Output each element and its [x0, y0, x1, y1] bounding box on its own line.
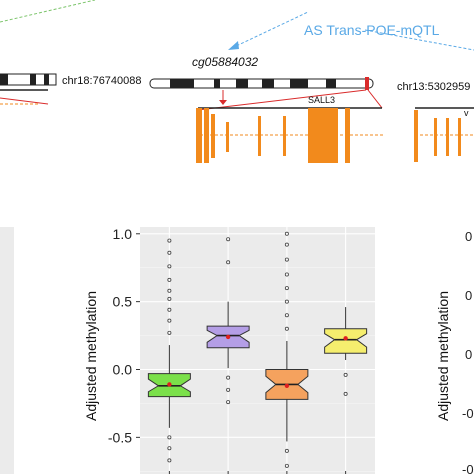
center-chromosome-band — [236, 79, 248, 88]
center-chromosome-band — [262, 79, 274, 88]
outlier-point — [343, 391, 348, 396]
left-chromosome-band — [44, 74, 49, 85]
center-chromosome-marker — [365, 77, 369, 90]
right-gene-exon — [446, 118, 449, 156]
right-tick-label: -0 — [462, 462, 474, 474]
gene-exon — [226, 122, 229, 152]
right-gene-exon — [458, 118, 461, 156]
right-tick-label: 0 — [465, 229, 472, 244]
right-gene-exon — [434, 118, 437, 156]
outlier-point — [284, 463, 289, 468]
right-gene-fragment: v — [464, 108, 469, 118]
outlier-point — [167, 330, 172, 335]
mean-point — [225, 334, 231, 340]
outlier-point — [167, 238, 172, 243]
guide-line-blue-2 — [364, 29, 474, 51]
box-series-2 — [206, 237, 250, 405]
mean-point — [343, 336, 348, 341]
y-tick-label: -0.5 — [108, 429, 132, 445]
box — [324, 328, 368, 354]
series-layer — [147, 231, 368, 468]
left-locus-label: chr18:76740088 — [62, 75, 142, 87]
box-series-1 — [147, 238, 191, 463]
gene-exon — [283, 116, 286, 156]
right-locus-label: chr13:5302959 — [397, 81, 470, 93]
y-tick-label: 1.0 — [113, 226, 133, 242]
right-tick-label: 0 — [465, 347, 472, 362]
left-zoom-line — [0, 97, 49, 105]
outlier-point — [226, 260, 231, 265]
outlier-point — [284, 272, 289, 277]
gene-exon — [308, 108, 338, 163]
gene-exon — [258, 116, 261, 156]
guide-line-green — [0, 0, 96, 23]
zoom-line-left — [197, 89, 367, 111]
outlier-point — [167, 318, 172, 323]
gene-exon — [196, 108, 202, 163]
y-axis-label: Adjusted methylation — [83, 291, 99, 421]
gene-exon — [204, 108, 209, 163]
right-tick-label: -0 — [462, 406, 474, 421]
left-chromosome-band — [0, 74, 8, 85]
y-tick-label: 0.0 — [113, 362, 133, 378]
gene-label: SALL3 — [308, 95, 335, 105]
left-chromosome-band — [30, 74, 36, 85]
left-chart-panel-edge — [0, 227, 14, 474]
outlier-point — [167, 250, 172, 255]
probe-marker-icon — [219, 100, 227, 105]
outlier-point — [226, 375, 231, 380]
outlier-point — [167, 307, 172, 312]
outlier-point — [343, 372, 348, 377]
outlier-point — [167, 435, 172, 440]
gene-exon — [211, 114, 215, 158]
outlier-point — [226, 400, 231, 405]
outlier-point — [226, 237, 231, 242]
center-chromosome-band — [290, 79, 308, 88]
outlier-point — [284, 242, 289, 247]
y-tick-label: 0.5 — [113, 294, 133, 310]
outlier-point — [284, 231, 289, 236]
outlier-point — [284, 286, 289, 291]
outlier-point — [284, 313, 289, 318]
outlier-point — [167, 446, 172, 451]
mean-point — [167, 382, 172, 387]
left-chromosome-ideogram — [0, 73, 57, 86]
outlier-point — [284, 299, 289, 304]
genome-panel: AS Trans-POE-mQTL cg05884032 chr18:76740… — [0, 0, 474, 163]
outlier-point — [167, 277, 172, 282]
outlier-point — [167, 458, 172, 463]
outlier-point — [226, 387, 231, 392]
annotation-label: AS Trans-POE-mQTL — [304, 22, 440, 38]
outlier-point — [167, 296, 172, 301]
center-chromosome-band — [170, 79, 194, 88]
mean-point — [284, 383, 290, 388]
right-chart-fragment: Adjusted methylation 0 0 0 -0 -0 — [435, 229, 474, 474]
center-chromosome-band — [326, 79, 336, 88]
zoom-line-right — [367, 89, 383, 109]
outlier-point — [284, 257, 289, 262]
outlier-point — [167, 264, 172, 269]
right-y-axis-label: Adjusted methylation — [435, 291, 451, 421]
gene-exon — [345, 108, 350, 163]
box-series-3 — [265, 231, 309, 468]
outlier-point — [167, 288, 172, 293]
guide-line-blue-1 — [231, 11, 309, 49]
center-chromosome-band — [214, 79, 220, 88]
right-tick-label: 0 — [465, 288, 472, 303]
right-gene-exon — [414, 110, 418, 162]
outlier-point — [284, 448, 289, 453]
box-series-4 — [324, 307, 368, 396]
box-plot: 1.0 0.5 0.0 -0.5 Adjusted methylation — [83, 226, 375, 474]
center-chromosome-ideogram — [149, 78, 374, 89]
outlier-point — [284, 326, 289, 331]
probe-label: cg05884032 — [192, 55, 258, 69]
arrow-head-icon — [228, 41, 239, 50]
